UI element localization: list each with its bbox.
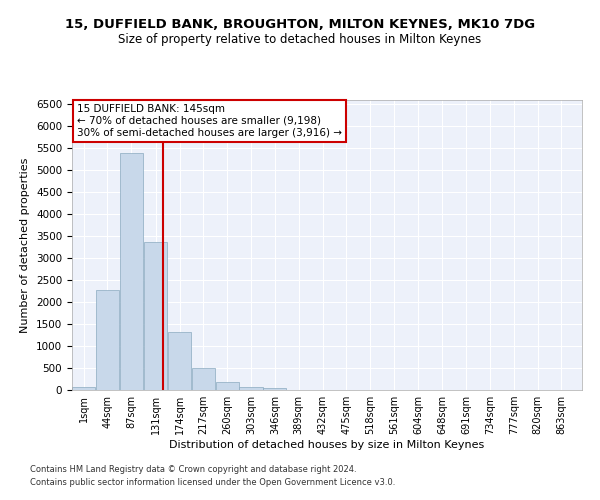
- X-axis label: Distribution of detached houses by size in Milton Keynes: Distribution of detached houses by size …: [169, 440, 485, 450]
- Text: 15, DUFFIELD BANK, BROUGHTON, MILTON KEYNES, MK10 7DG: 15, DUFFIELD BANK, BROUGHTON, MILTON KEY…: [65, 18, 535, 30]
- Bar: [215, 382, 239, 390]
- Bar: [144, 242, 167, 390]
- Bar: [96, 290, 119, 390]
- Bar: [192, 368, 215, 390]
- Y-axis label: Number of detached properties: Number of detached properties: [20, 158, 31, 332]
- Bar: [263, 388, 286, 390]
- Text: Contains HM Land Registry data © Crown copyright and database right 2024.: Contains HM Land Registry data © Crown c…: [30, 466, 356, 474]
- Bar: [120, 152, 143, 390]
- Bar: [72, 386, 95, 390]
- Text: Size of property relative to detached houses in Milton Keynes: Size of property relative to detached ho…: [118, 32, 482, 46]
- Bar: [168, 332, 191, 390]
- Text: 15 DUFFIELD BANK: 145sqm
← 70% of detached houses are smaller (9,198)
30% of sem: 15 DUFFIELD BANK: 145sqm ← 70% of detach…: [77, 104, 342, 138]
- Bar: [239, 386, 263, 390]
- Text: Contains public sector information licensed under the Open Government Licence v3: Contains public sector information licen…: [30, 478, 395, 487]
